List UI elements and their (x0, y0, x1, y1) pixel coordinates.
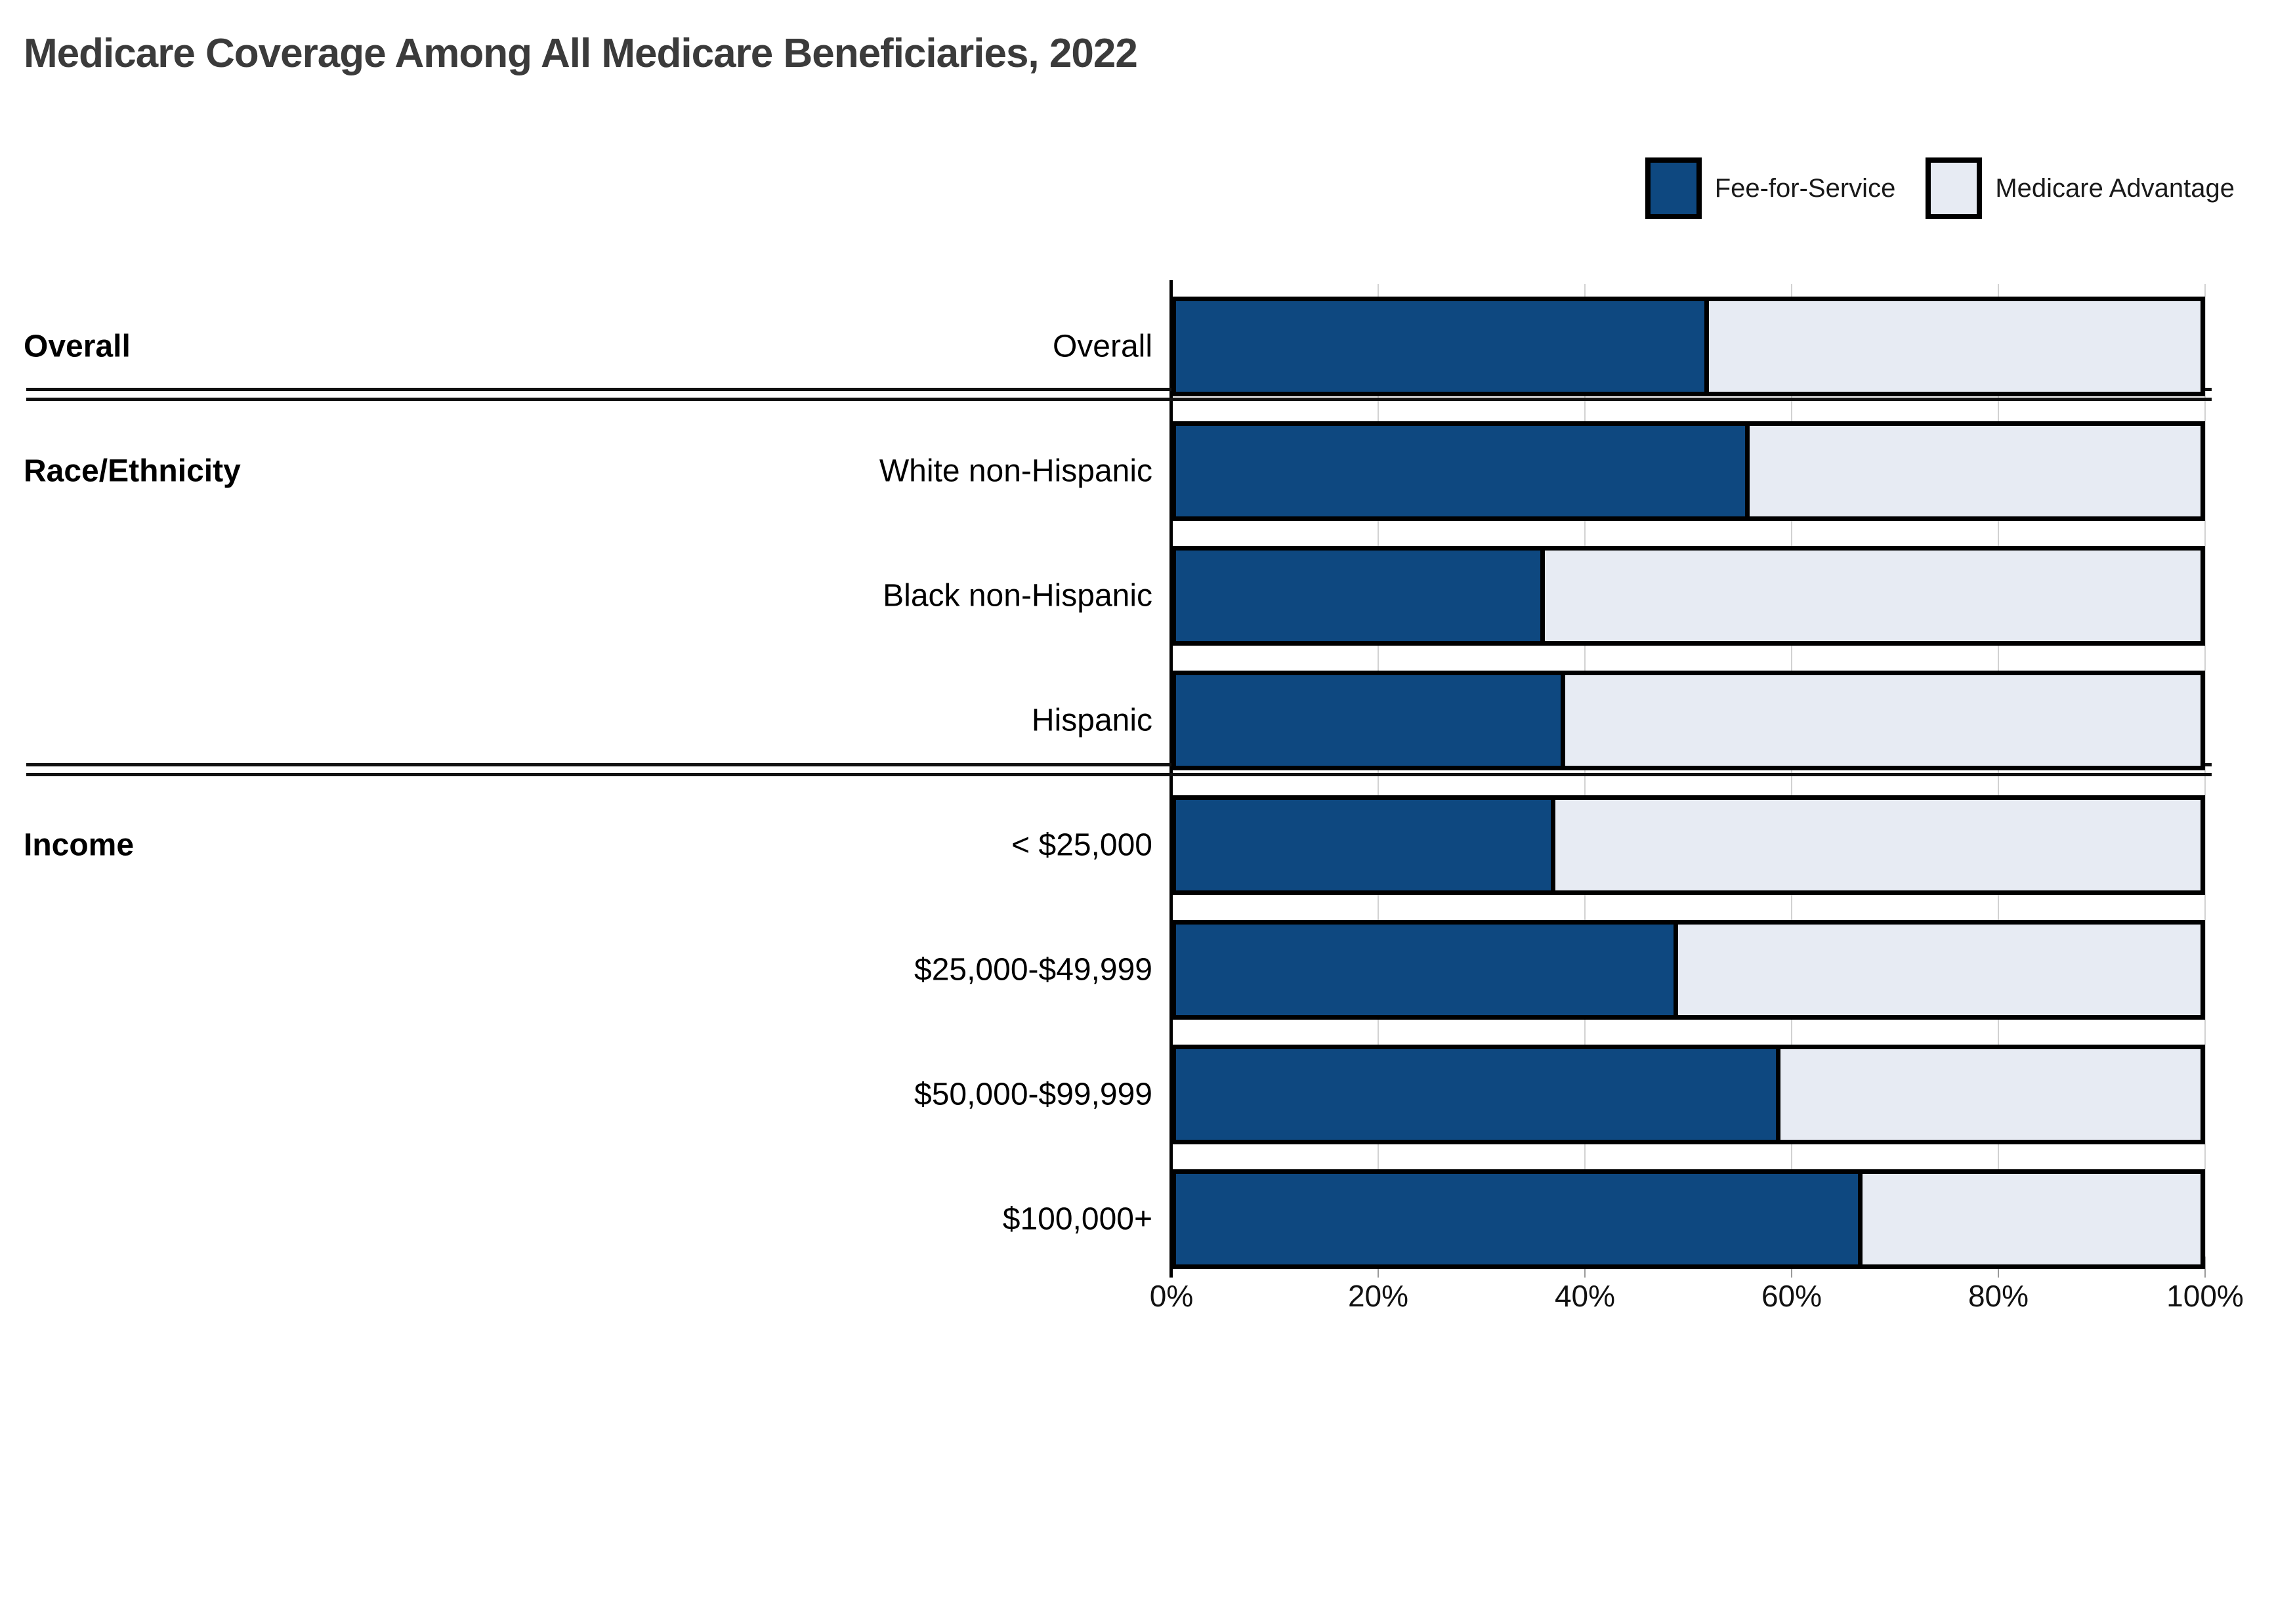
fee-for-service-segment (1176, 426, 1750, 516)
axis-tick-label: 0% (1149, 1279, 1194, 1313)
stacked-bar (1171, 1169, 2205, 1269)
category-label: Overall (1052, 329, 1152, 364)
axis-tick-label: 40% (1554, 1279, 1616, 1313)
legend-label-fee-for-service: Fee-for-Service (1714, 173, 1896, 203)
legend-item-medicare-advantage: Medicare Advantage (1926, 157, 2235, 219)
category-label: White non-Hispanic (879, 453, 1152, 489)
stacked-bar (1171, 1045, 2205, 1144)
category-label: $100,000+ (1002, 1201, 1152, 1237)
medicare-advantage-segment (1708, 301, 2200, 392)
gridline (1791, 284, 1792, 1257)
category-label: < $25,000 (1011, 827, 1152, 863)
axis-tick (2204, 1257, 2206, 1278)
fee-for-service-segment (1176, 1049, 1780, 1140)
fee-for-service-segment (1176, 925, 1678, 1015)
legend: Fee-for-Service Medicare Advantage (1645, 157, 2235, 219)
category-label: Hispanic (1031, 703, 1152, 738)
gridline (1998, 284, 1999, 1257)
fee-for-service-segment (1176, 675, 1566, 766)
gridline (1584, 284, 1586, 1257)
chart-row: $25,000-$49,999 (0, 907, 2274, 1032)
medicare-advantage-segment (1565, 675, 2200, 766)
fee-for-service-segment (1176, 301, 1709, 392)
axis-tick-label: 20% (1347, 1279, 1409, 1313)
axis-tick-label: 60% (1761, 1279, 1822, 1313)
axis-tick-label: 100% (2166, 1279, 2244, 1313)
chart-row: $50,000-$99,999 (0, 1032, 2274, 1157)
chart-row: Overall Overall (0, 284, 2274, 409)
medicare-advantage-segment (1750, 426, 2200, 516)
chart-row: Black non-Hispanic (0, 533, 2274, 658)
fee-for-service-segment (1176, 800, 1555, 890)
fee-for-service-segment (1176, 1174, 1863, 1264)
chart-row: Income < $25,000 (0, 783, 2274, 907)
bar-rows: Overall Overall Race/Ethnicity White non… (0, 284, 2274, 1281)
chart-row: Race/Ethnicity White non-Hispanic (0, 409, 2274, 533)
stacked-bar (1171, 546, 2205, 646)
medicare-advantage-swatch-icon (1926, 157, 1983, 219)
group-label: Income (24, 827, 135, 863)
chart-row: $100,000+ (0, 1157, 2274, 1281)
medicare-advantage-segment (1677, 925, 2200, 1015)
chart-title: Medicare Coverage Among All Medicare Ben… (24, 31, 1138, 76)
stacked-bar (1171, 920, 2205, 1020)
gridline (2204, 284, 2206, 1257)
group-label: Race/Ethnicity (24, 453, 241, 489)
category-label: Black non-Hispanic (883, 578, 1152, 614)
group-label: Overall (24, 329, 131, 364)
stacked-bar (1171, 297, 2205, 396)
category-label: $50,000-$99,999 (914, 1077, 1152, 1112)
legend-label-medicare-advantage: Medicare Advantage (1995, 173, 2235, 203)
gridline (1378, 284, 1379, 1257)
stacked-bar (1171, 421, 2205, 521)
fee-for-service-swatch-icon (1645, 157, 1702, 219)
axis-tick-label: 80% (1968, 1279, 2029, 1313)
group-separator-income (26, 763, 2212, 776)
stacked-bar (1171, 795, 2205, 895)
y-axis-line (1169, 280, 1173, 1278)
group-separator-overall (26, 388, 2212, 401)
medicare-advantage-segment (1544, 551, 2200, 641)
medicare-advantage-segment (1555, 800, 2200, 890)
fee-for-service-segment (1176, 551, 1545, 641)
category-label: $25,000-$49,999 (914, 952, 1152, 988)
medicare-advantage-segment (1862, 1174, 2200, 1264)
medicare-advantage-segment (1780, 1049, 2200, 1140)
legend-item-fee-for-service: Fee-for-Service (1645, 157, 1896, 219)
chart-row: Hispanic (0, 658, 2274, 783)
stacked-bar (1171, 671, 2205, 770)
